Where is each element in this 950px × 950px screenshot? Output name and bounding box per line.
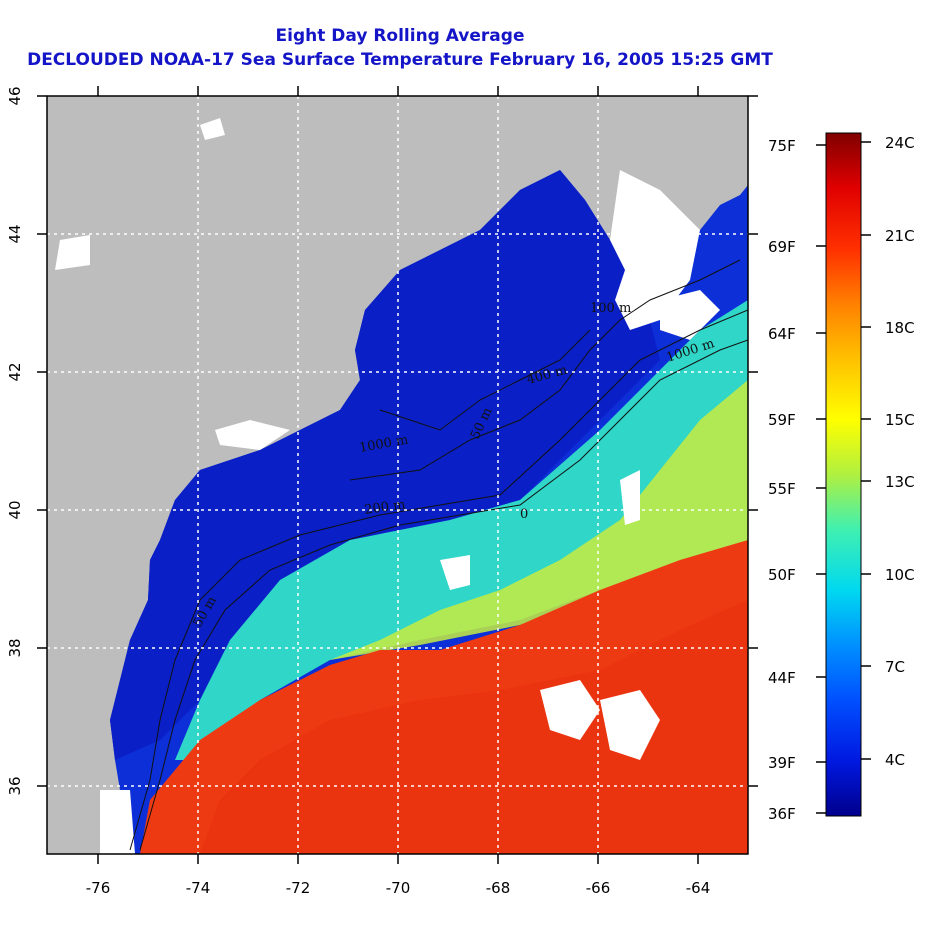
contour-label-100m: 100 m [590, 301, 631, 316]
lon-tick-label: -66 [586, 879, 611, 897]
map-gridlines [47, 96, 748, 854]
bathymetry-contours [129, 259, 748, 851]
colorbar-c-label: 15C [885, 411, 915, 429]
cloud-masks [55, 118, 720, 854]
lat-tick-label: 46 [6, 86, 24, 105]
lon-tick-label: -74 [186, 879, 211, 897]
colorbar-celsius-ticks [861, 141, 871, 760]
colorbar-c-label: 24C [885, 134, 915, 152]
colorbar-c-label: 4C [885, 751, 905, 769]
colorbar-c-label: 21C [885, 227, 915, 245]
colorbar-f-label: 55F [768, 480, 796, 498]
lat-tick-label: 42 [6, 362, 24, 381]
colorbar-f-label: 59F [768, 411, 796, 429]
colorbar-f-label: 75F [768, 137, 796, 155]
contour-label-200m: 200 m [363, 497, 406, 518]
lon-tick-label: -70 [386, 879, 411, 897]
slope-water-yellow [330, 380, 748, 660]
slope-water [175, 300, 748, 760]
contour-label-0: 0 [520, 507, 528, 522]
title-line-2: DECLOUDED NOAA-17 Sea Surface Temperatur… [27, 50, 773, 70]
colorbar-c-label: 10C [885, 566, 915, 584]
temperature-colorbar [825, 132, 862, 817]
map-panel: 100 m 1000 m 400 m 50 m 1000 m 200 m 0 5… [47, 96, 748, 854]
colorbar-f-label: 36F [768, 805, 796, 823]
colorbar-f-label: 50F [768, 566, 796, 584]
colorbar-f-label: 44F [768, 669, 796, 687]
colorbar-c-label: 13C [885, 473, 915, 491]
colorbar-f-label: 69F [768, 238, 796, 256]
title-line-1: Eight Day Rolling Average [275, 26, 525, 46]
lat-tick-label: 44 [6, 224, 24, 243]
lat-tick-label: 40 [6, 500, 24, 519]
lon-tick-label: -64 [686, 879, 711, 897]
lon-tick-label: -72 [286, 879, 311, 897]
axis-ticks [37, 86, 758, 864]
cold-shelf-water [110, 170, 660, 760]
lon-tick-label: -68 [486, 879, 511, 897]
colorbar-fahrenheit-ticks [816, 144, 826, 814]
colorbar-f-label: 39F [768, 754, 796, 772]
lat-tick-label: 38 [6, 638, 24, 657]
lon-tick-label: -76 [86, 879, 111, 897]
colorbar-c-label: 18C [885, 319, 915, 337]
lat-tick-label: 36 [6, 776, 24, 795]
colorbar-c-label: 7C [885, 658, 905, 676]
colorbar-f-label: 64F [768, 325, 796, 343]
gulf-stream-core [200, 600, 748, 854]
